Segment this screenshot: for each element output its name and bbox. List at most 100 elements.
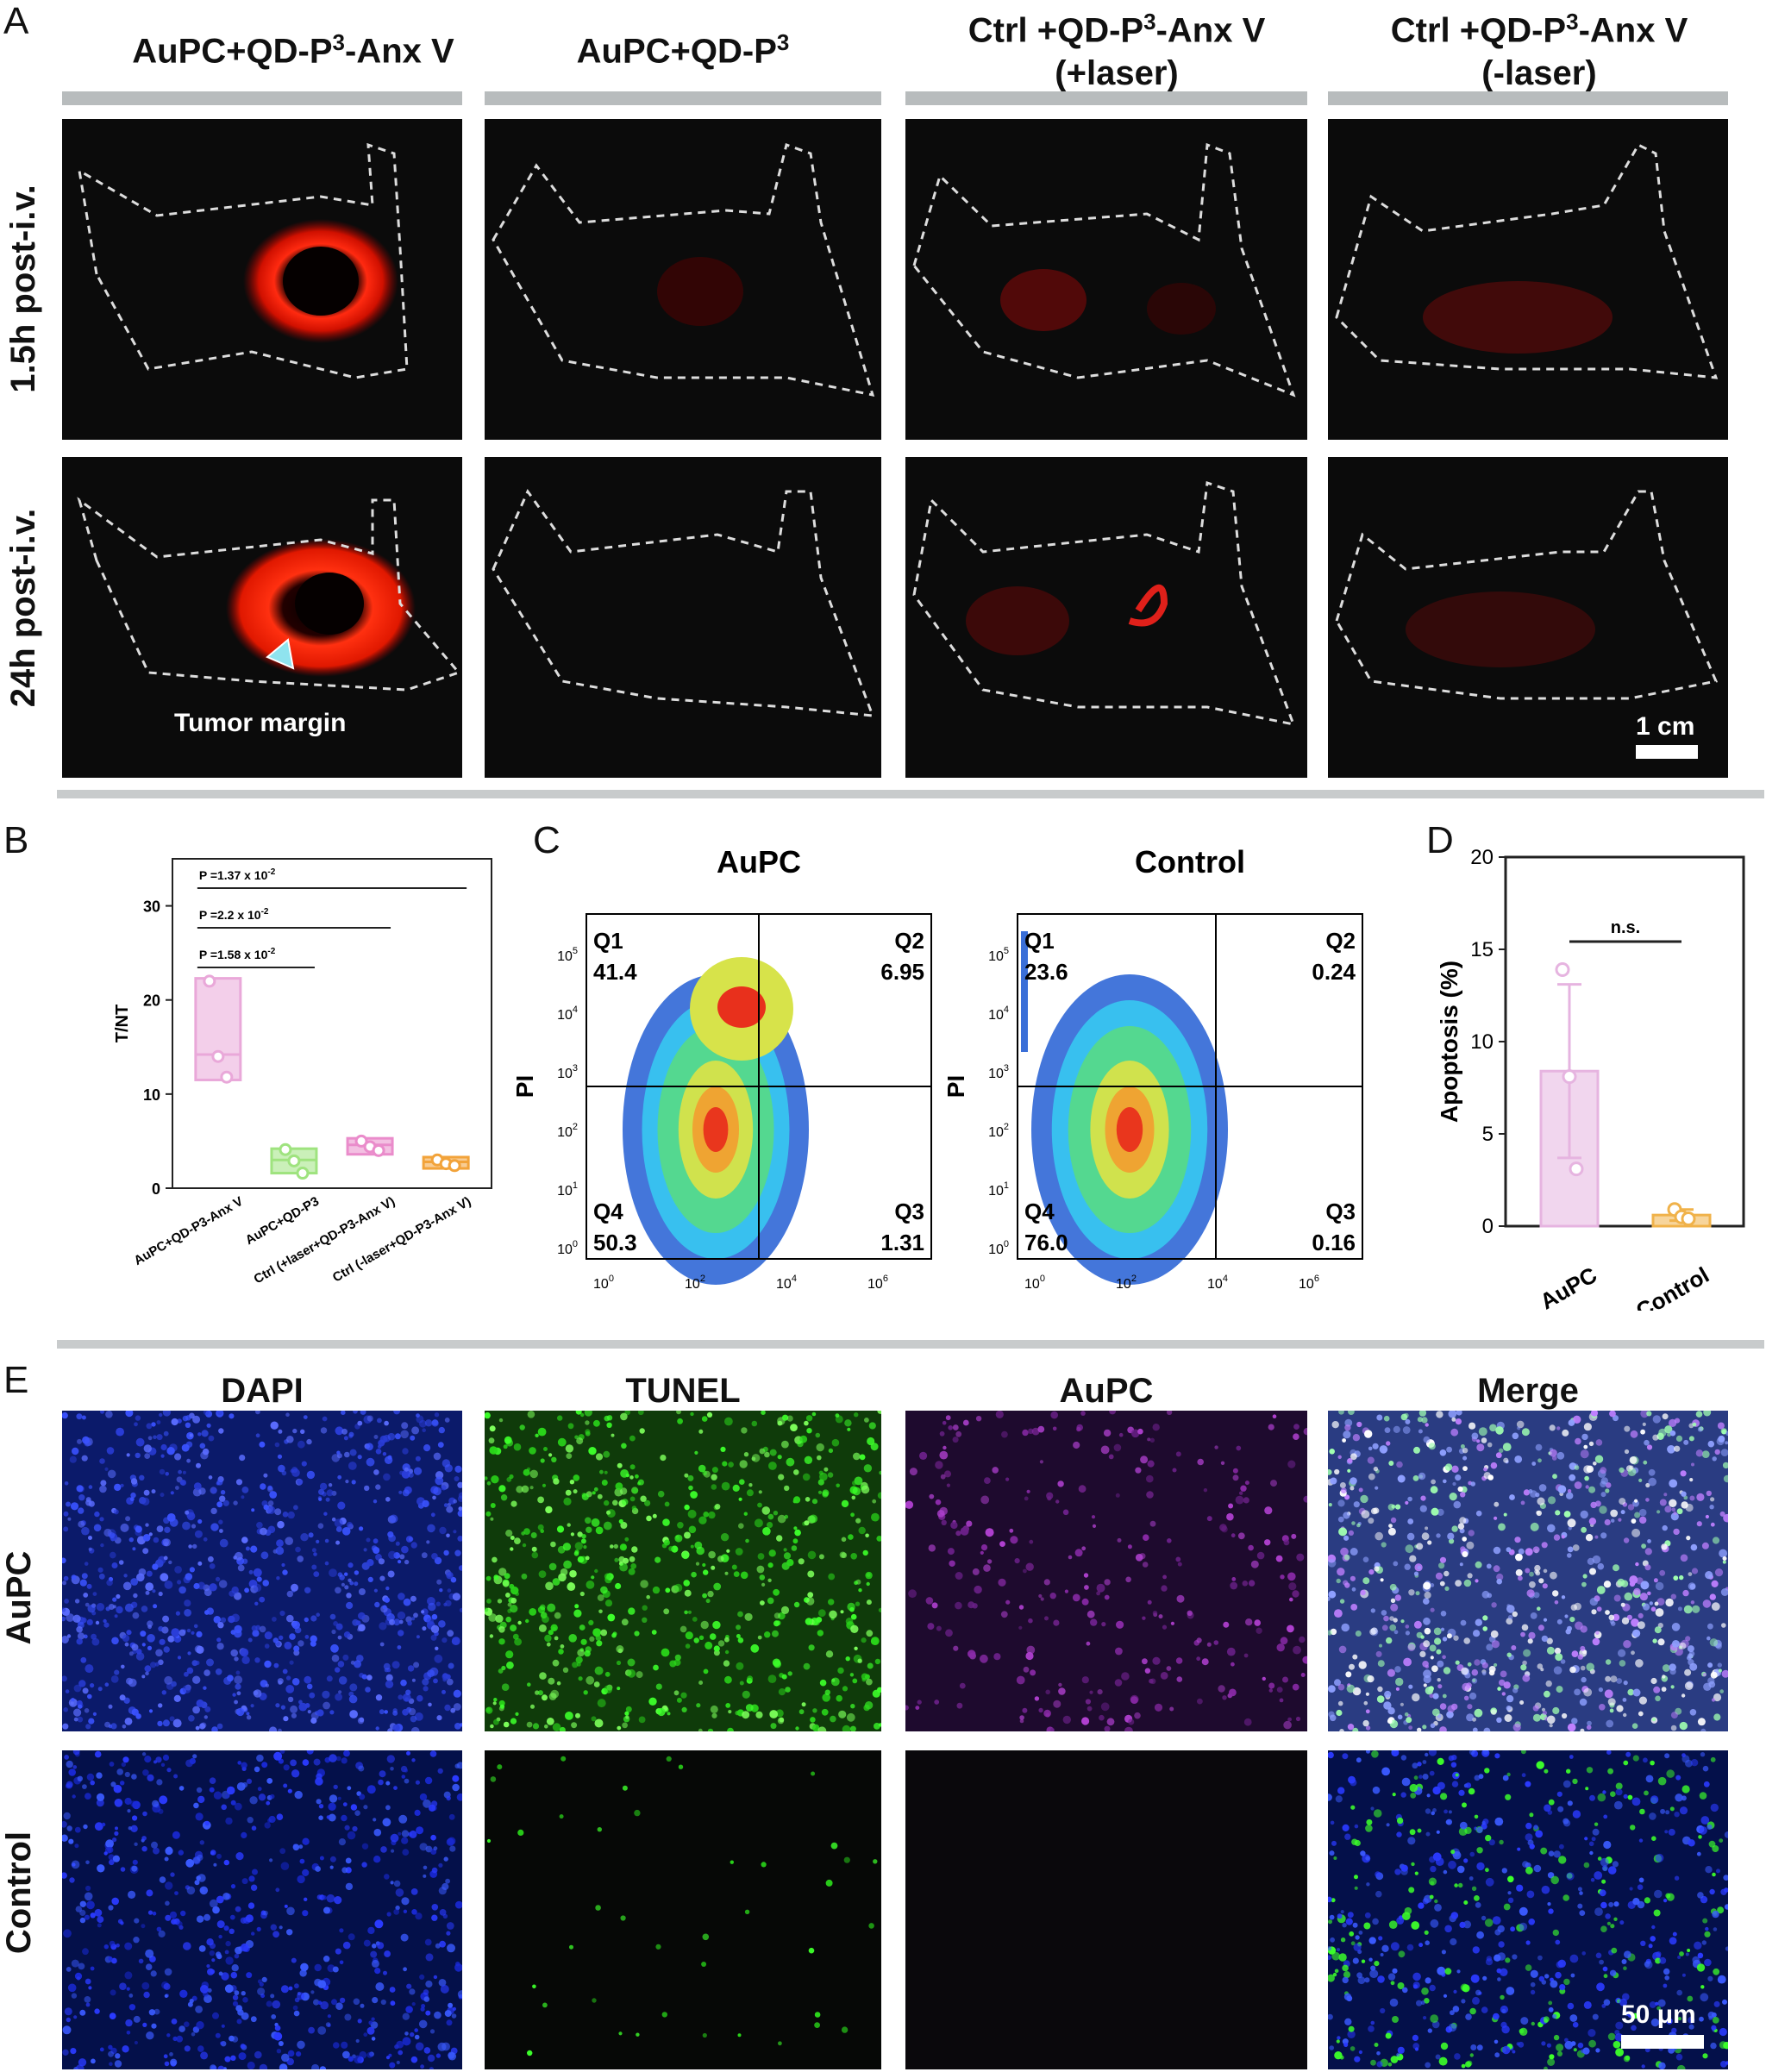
cell-nucleus xyxy=(565,1444,574,1453)
cell-nucleus xyxy=(563,1497,572,1505)
cell-nucleus xyxy=(88,1547,92,1551)
cell-nucleus xyxy=(284,1641,292,1649)
cell-nucleus xyxy=(126,1630,132,1636)
cell-nucleus xyxy=(353,1998,360,2006)
cell-nucleus xyxy=(1597,1793,1606,1802)
cell-nucleus xyxy=(128,2004,136,2011)
cell-nucleus xyxy=(531,1551,539,1559)
cell-nucleus xyxy=(708,1550,716,1559)
cell-nucleus xyxy=(1670,1512,1679,1521)
cell-nucleus xyxy=(750,1643,760,1653)
cell-nucleus xyxy=(1432,1808,1437,1812)
cell-nucleus xyxy=(1658,1428,1667,1437)
cell-nucleus xyxy=(1562,1712,1568,1719)
cell-nucleus xyxy=(579,1591,585,1597)
cell-nucleus xyxy=(1341,1623,1350,1632)
cell-nucleus xyxy=(1230,1581,1238,1590)
cell-nucleus xyxy=(679,1625,687,1633)
cell-nucleus xyxy=(125,1411,134,1418)
cell-nucleus xyxy=(489,1446,498,1455)
cell-nucleus xyxy=(793,1469,799,1475)
cell-nucleus xyxy=(338,1676,348,1685)
panel-e-col-title-dapi: DAPI xyxy=(221,1372,304,1410)
cell-nucleus xyxy=(267,1485,272,1491)
cell-nucleus xyxy=(1175,1451,1181,1457)
cell-nucleus xyxy=(1372,1443,1379,1449)
cell-nucleus xyxy=(1368,1446,1373,1451)
cell-nucleus xyxy=(660,1455,667,1462)
cell-nucleus xyxy=(1401,1777,1411,1787)
cell-nucleus xyxy=(1472,1996,1480,2005)
cell-nucleus xyxy=(1439,1556,1447,1563)
cell-nucleus xyxy=(1431,1665,1438,1673)
cell-nucleus xyxy=(557,1437,567,1447)
cell-nucleus xyxy=(1700,1985,1705,1989)
cell-nucleus xyxy=(515,1592,519,1596)
cell-nucleus xyxy=(1719,1689,1724,1693)
cell-nucleus xyxy=(1448,1755,1455,1762)
cell-nucleus xyxy=(147,1774,154,1781)
cell-nucleus xyxy=(457,1536,462,1542)
cell-nucleus xyxy=(1396,1831,1402,1837)
cell-nucleus xyxy=(713,1645,720,1652)
cell-nucleus xyxy=(1276,1687,1283,1693)
cell-nucleus xyxy=(842,1686,849,1692)
cell-nucleus xyxy=(182,1415,189,1422)
cell-nucleus xyxy=(1392,1793,1396,1797)
cell-nucleus xyxy=(1512,1687,1519,1693)
cell-nucleus xyxy=(1712,1537,1720,1544)
cell-nucleus xyxy=(71,1993,78,1999)
cell-nucleus xyxy=(1600,1901,1607,1909)
cell-nucleus xyxy=(203,1411,210,1416)
cell-nucleus xyxy=(1648,1468,1656,1476)
cell-nucleus xyxy=(253,1690,259,1696)
cell-nucleus xyxy=(165,1472,169,1476)
cell-nucleus xyxy=(124,1642,129,1647)
cell-nucleus xyxy=(698,1681,704,1685)
cell-nucleus xyxy=(175,1486,179,1490)
cell-nucleus xyxy=(329,1568,337,1577)
cell-nucleus xyxy=(934,1700,940,1705)
cell-nucleus xyxy=(64,1599,69,1604)
cell-nucleus xyxy=(1641,1543,1646,1549)
cell-nucleus xyxy=(1711,1698,1716,1702)
cell-nucleus xyxy=(1676,2064,1686,2069)
cell-nucleus xyxy=(1572,1544,1580,1551)
cell-nucleus xyxy=(1553,2034,1560,2041)
cell-nucleus xyxy=(231,1586,239,1594)
cell-nucleus xyxy=(317,1523,324,1529)
cell-nucleus xyxy=(516,1486,523,1493)
cell-nucleus xyxy=(758,1490,762,1494)
cell-nucleus xyxy=(1407,1837,1416,1845)
cell-nucleus xyxy=(430,1834,436,1841)
cell-nucleus xyxy=(111,1562,118,1568)
cell-nucleus xyxy=(1019,1715,1024,1720)
cell-nucleus xyxy=(100,1411,104,1414)
cell-nucleus xyxy=(863,1704,870,1712)
cell-nucleus xyxy=(1567,1800,1573,1806)
cell-nucleus xyxy=(1368,1957,1373,1962)
cell-nucleus xyxy=(1657,1776,1667,1786)
cell-nucleus xyxy=(1496,1968,1502,1974)
cell-nucleus xyxy=(1338,1645,1347,1654)
cell-nucleus xyxy=(142,1548,149,1555)
cell-nucleus xyxy=(610,1544,614,1549)
density-edge xyxy=(1021,931,1028,1052)
cell-nucleus xyxy=(197,1432,202,1437)
cell-nucleus xyxy=(1474,1775,1481,1781)
cell-nucleus xyxy=(1476,1443,1485,1452)
cell-nucleus xyxy=(1386,1823,1390,1827)
cell-nucleus xyxy=(1383,1615,1389,1622)
cell-nucleus xyxy=(191,1524,197,1529)
cell-nucleus xyxy=(850,1553,857,1560)
cell-nucleus xyxy=(185,1573,193,1581)
cell-nucleus xyxy=(917,1700,922,1705)
cell-nucleus xyxy=(983,1564,991,1572)
cell-nucleus xyxy=(1328,1974,1335,1982)
cell-nucleus xyxy=(1544,1974,1550,1979)
cell-nucleus xyxy=(373,1588,378,1593)
cell-nucleus xyxy=(1443,1570,1450,1577)
cell-nucleus xyxy=(141,1924,146,1929)
cell-nucleus xyxy=(446,1922,454,1930)
tissue-texture xyxy=(1328,1411,1728,1731)
